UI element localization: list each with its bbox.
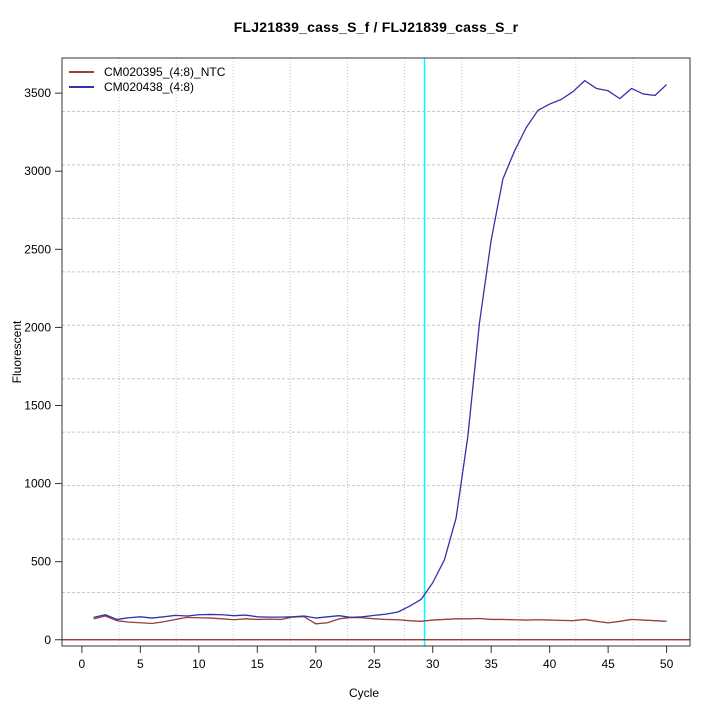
- x-tick-label: 10: [192, 657, 206, 671]
- legend-line-sample-icon: [69, 85, 94, 88]
- legend-label-sample: CM020438_(4:8): [104, 79, 195, 94]
- y-axis-label: Fluorescent: [10, 320, 24, 384]
- y-tick-label: 0: [44, 633, 51, 647]
- legend: CM020395_(4:8)_NTC CM020438_(4:8): [69, 64, 225, 94]
- x-tick-label: 15: [251, 657, 265, 671]
- y-tick-label: 2000: [24, 320, 51, 334]
- x-tick-label: 40: [543, 657, 557, 671]
- x-tick-label: 35: [485, 657, 499, 671]
- x-tick-label: 5: [137, 657, 144, 671]
- x-axis-label: Cycle: [348, 686, 379, 700]
- plot-border: [61, 57, 691, 647]
- y-tick-label: 2500: [24, 242, 51, 256]
- x-tick-label: 20: [309, 657, 323, 671]
- y-tick-label: 500: [31, 555, 51, 569]
- chart-title: FLJ21839_cass_S_f / FLJ21839_cass_S_r: [233, 19, 519, 35]
- x-tick-label: 50: [660, 657, 674, 671]
- axis-tick-labels: 0 5 10 15 20 25 30 35 40 45 5005001000150020002500…: [24, 86, 673, 671]
- axis-ticks: [55, 92, 668, 653]
- x-tick-label: 0: [79, 657, 86, 671]
- series-line-sample: [93, 79, 668, 621]
- y-tick-label: 1000: [24, 477, 51, 491]
- legend-label-ntc: CM020395_(4:8)_NTC: [104, 64, 226, 79]
- x-tick-label: 30: [426, 657, 440, 671]
- series-line-ntc: [93, 615, 667, 625]
- y-tick-label: 3000: [24, 164, 51, 178]
- x-tick-label: 45: [601, 657, 615, 671]
- y-tick-label: 1500: [24, 398, 51, 412]
- legend-item-sample: CM020438_(4:8): [69, 79, 225, 94]
- legend-line-ntc-icon: [69, 70, 94, 73]
- grid-lines: [62, 58, 690, 646]
- legend-item-ntc: CM020395_(4:8)_NTC: [69, 64, 225, 79]
- y-tick-label: 3500: [24, 86, 51, 100]
- x-tick-label: 25: [368, 657, 382, 671]
